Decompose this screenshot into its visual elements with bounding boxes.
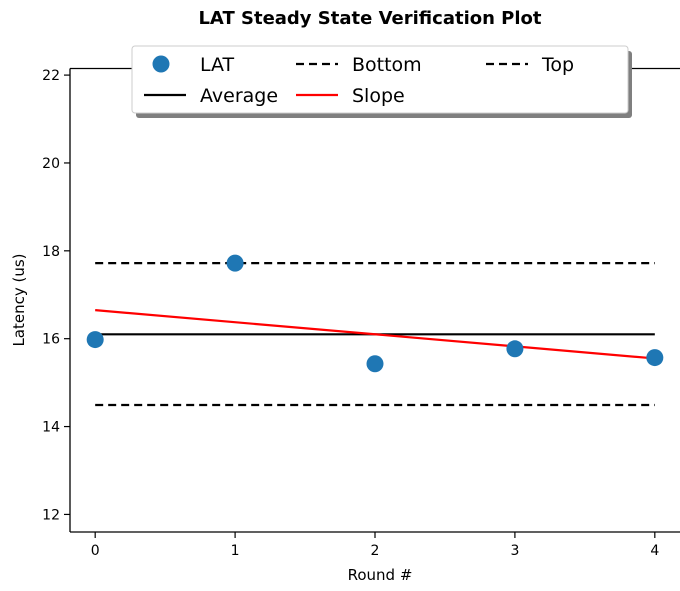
x-ticks: 0 1 2 3 4 [91, 532, 659, 559]
legend-entries: LAT Average Bottom Slope Top [144, 54, 574, 107]
axes [69, 67, 680, 533]
data-point [86, 331, 104, 349]
legend-label: Top [541, 54, 574, 76]
data-point [506, 340, 524, 358]
data-point [366, 355, 384, 373]
x-tick-label: 2 [371, 543, 380, 559]
legend-label: LAT [200, 54, 235, 76]
series-line-slope [95, 309, 655, 360]
y-tick-label: 18 [42, 244, 60, 260]
y-tick-label: 22 [42, 68, 60, 84]
x-tick-label: 4 [650, 543, 659, 559]
y-tick-label: 16 [42, 332, 60, 348]
chart-title: LAT Steady State Verification Plot [198, 8, 541, 29]
data-point [646, 349, 664, 367]
data-point [226, 254, 244, 272]
plot-lines [95, 262, 655, 407]
legend-label: Average [200, 85, 278, 107]
legend-label: Slope [352, 85, 405, 107]
legend-label: Bottom [352, 54, 422, 76]
x-tick-label: 1 [231, 543, 240, 559]
y-ticks: 12 14 16 18 20 22 [42, 68, 70, 523]
y-tick-label: 12 [42, 507, 60, 523]
y-axis-label: Latency (us) [10, 253, 28, 346]
x-tick-label: 3 [510, 543, 519, 559]
x-axis-label: Round # [348, 566, 413, 584]
legend-marker-lat [152, 55, 170, 73]
y-tick-label: 14 [42, 420, 60, 436]
legend-box [131, 45, 629, 114]
x-tick-label: 0 [91, 543, 100, 559]
y-tick-label: 20 [42, 156, 60, 172]
plot-points [86, 254, 664, 373]
legend: LAT Average Bottom Slope Top [131, 45, 632, 118]
